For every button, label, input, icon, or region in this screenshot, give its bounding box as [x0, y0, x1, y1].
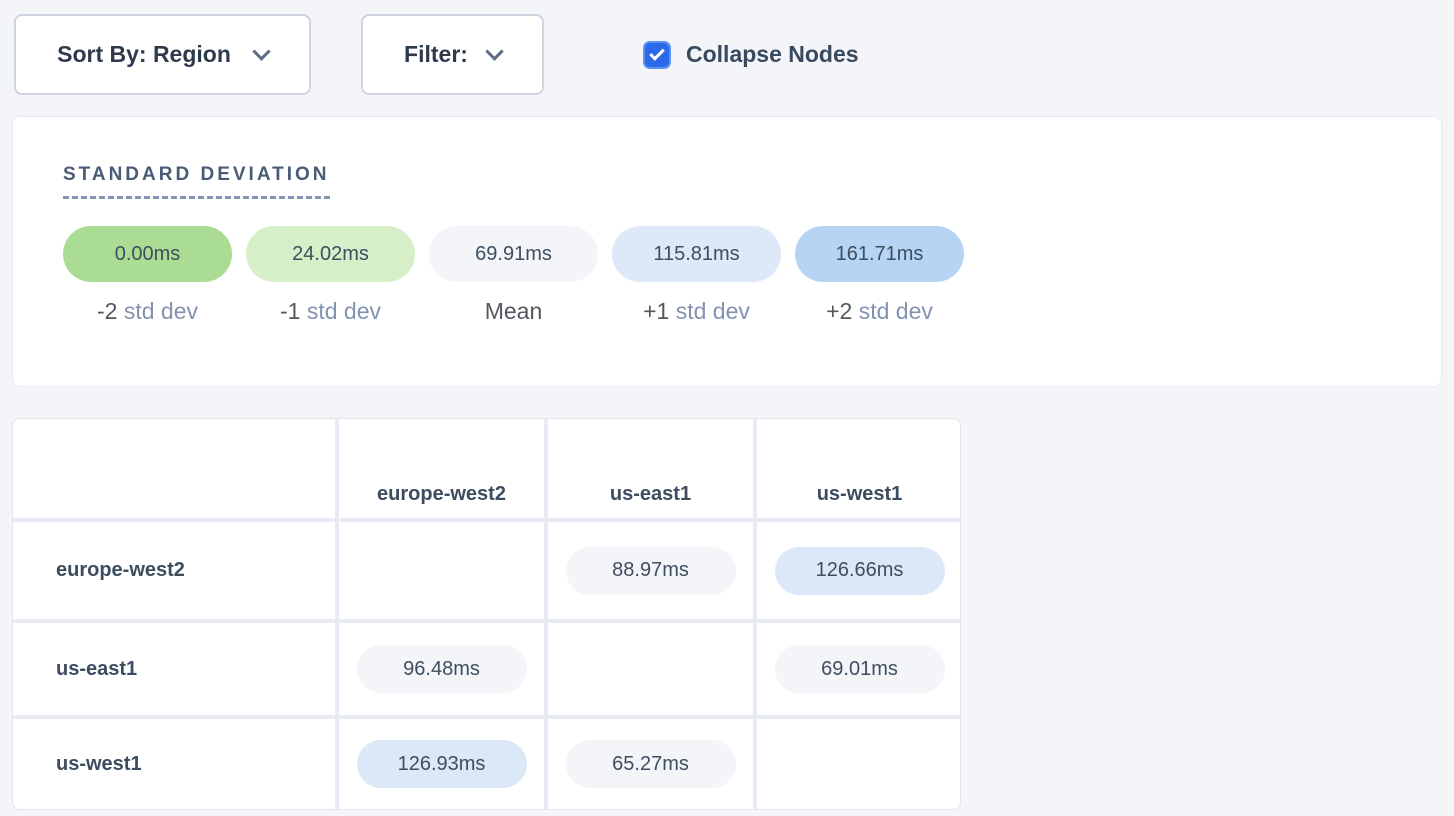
matrix-corner-cell [13, 419, 335, 518]
legend-pill-plus2: 161.71ms [795, 226, 964, 282]
matrix-cell-empty [339, 522, 544, 619]
chevron-down-icon [252, 42, 271, 61]
column-header-us-east1: us-east1 [548, 419, 753, 518]
matrix-cell-empty [548, 623, 753, 715]
row-label-us-west1: us-west1 [13, 719, 335, 809]
legend-pill-row: 0.00ms 24.02ms 69.91ms 115.81ms 161.71ms [63, 226, 1441, 282]
matrix-cell-empty [757, 719, 960, 809]
row-label-us-east1: us-east1 [13, 623, 335, 715]
collapse-nodes-label: Collapse Nodes [686, 41, 859, 67]
standard-deviation-card: STANDARD DEVIATION 0.00ms 24.02ms 69.91m… [12, 116, 1442, 387]
matrix-cell: 88.97ms [548, 522, 753, 619]
sort-by-label: Sort By: Region [57, 41, 231, 67]
column-header-us-west1: us-west1 [757, 419, 960, 518]
latency-pill: 69.01ms [774, 645, 945, 693]
legend-label-mean: Mean [484, 298, 543, 324]
legend-pill-mean: 69.91ms [429, 226, 598, 282]
matrix-cell: 65.27ms [548, 719, 753, 809]
column-header-europe-west2: europe-west2 [339, 419, 544, 518]
latency-pill: 126.93ms [356, 740, 527, 788]
filter-label: Filter: [404, 41, 468, 67]
legend-label-minus1: -1 std dev [280, 298, 381, 324]
legend-label-plus2: +2 std dev [826, 298, 933, 324]
legend-pill-minus1: 24.02ms [246, 226, 415, 282]
latency-pill: 96.48ms [356, 645, 527, 693]
legend-pill-plus1: 115.81ms [612, 226, 781, 282]
filter-dropdown[interactable]: Filter: [361, 14, 544, 95]
latency-pill: 126.66ms [774, 546, 945, 595]
collapse-nodes-checkbox[interactable] [643, 40, 671, 69]
toolbar: Sort By: Region Filter: Collapse Nodes [0, 0, 1454, 95]
collapse-nodes-group: Collapse Nodes [643, 40, 859, 69]
matrix-cell: 69.01ms [757, 623, 960, 715]
matrix-cell: 126.93ms [339, 719, 544, 809]
legend-label-plus1: +1 std dev [643, 298, 750, 324]
latency-pill: 88.97ms [565, 546, 736, 595]
legend-pill-minus2: 0.00ms [63, 226, 232, 282]
checkmark-icon [649, 45, 665, 61]
legend-label-row: -2 std dev -1 std dev Mean +1 std dev +2… [63, 298, 1441, 325]
sort-by-dropdown[interactable]: Sort By: Region [14, 14, 311, 95]
row-label-europe-west2: europe-west2 [13, 522, 335, 619]
legend-label-minus2: -2 std dev [97, 298, 198, 324]
matrix-cell: 126.66ms [757, 522, 960, 619]
chevron-down-icon [485, 42, 504, 61]
latency-pill: 65.27ms [565, 740, 736, 788]
standard-deviation-title: STANDARD DEVIATION [63, 164, 330, 199]
matrix-cell: 96.48ms [339, 623, 544, 715]
latency-matrix: europe-west2 us-east1 us-west1 europe-we… [12, 418, 961, 810]
